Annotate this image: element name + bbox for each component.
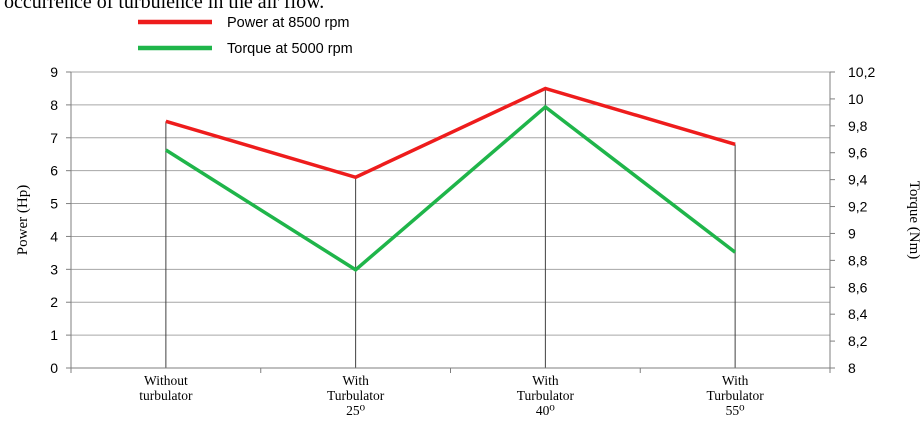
- right-tick-labels: 8 8,2 8,4 8,6 8,8 9 9,2 9,4 9,6 9,8 10 10,2: [848, 64, 875, 376]
- header-text: occurrence of turbulence in the air flow…: [4, 0, 324, 13]
- right-tick-label: 8,8: [848, 252, 868, 268]
- legend: Power at 8500 rpm Torque at 5000 rpm: [138, 15, 353, 57]
- right-tick-label: 10,2: [848, 64, 875, 80]
- left-tick-label: 0: [50, 360, 58, 376]
- y-axis-title-right: Torque (Nm): [906, 181, 920, 260]
- axes: [66, 72, 835, 373]
- right-tick-label: 9,8: [848, 118, 868, 134]
- left-tick-label: 5: [50, 196, 58, 212]
- left-tick-label: 9: [50, 64, 58, 80]
- legend-label: Torque at 5000 rpm: [227, 41, 353, 57]
- power-series-line: [166, 88, 735, 177]
- category-label: Without turbulator: [139, 373, 193, 403]
- legend-label: Power at 8500 rpm: [227, 15, 350, 31]
- right-tick-label: 8,2: [848, 333, 868, 349]
- left-tick-label: 7: [50, 130, 58, 146]
- right-tick-label: 9,6: [848, 145, 868, 161]
- category-labels: Without turbulator With Turbulator 25⁰ With Tu…: [139, 373, 764, 418]
- left-tick-label: 8: [50, 97, 58, 113]
- right-tick-label: 8: [848, 360, 856, 376]
- y-axis-title-left: Power (Hp): [15, 185, 31, 255]
- left-tick-label: 2: [50, 294, 58, 310]
- right-tick-label: 8,4: [848, 306, 868, 322]
- right-tick-label: 9: [848, 225, 856, 241]
- left-tick-labels: 0 1 2 3 4 5 6 7 8 9: [50, 64, 58, 376]
- category-label: With Turbulator 25⁰: [327, 373, 385, 418]
- left-tick-label: 6: [50, 163, 58, 179]
- drop-lines: [166, 88, 735, 368]
- left-tick-label: 3: [50, 261, 58, 277]
- left-tick-label: 4: [50, 228, 58, 244]
- right-tick-label: 10: [848, 91, 864, 107]
- right-tick-label: 8,6: [848, 279, 868, 295]
- grid: [71, 72, 830, 335]
- series-group: [166, 88, 735, 269]
- right-tick-label: 9,2: [848, 199, 868, 215]
- right-tick-label: 9,4: [848, 172, 868, 188]
- category-label: With Turbulator 40⁰: [517, 373, 575, 418]
- left-tick-label: 1: [50, 327, 58, 343]
- category-label: With Turbulator 55⁰: [706, 373, 764, 418]
